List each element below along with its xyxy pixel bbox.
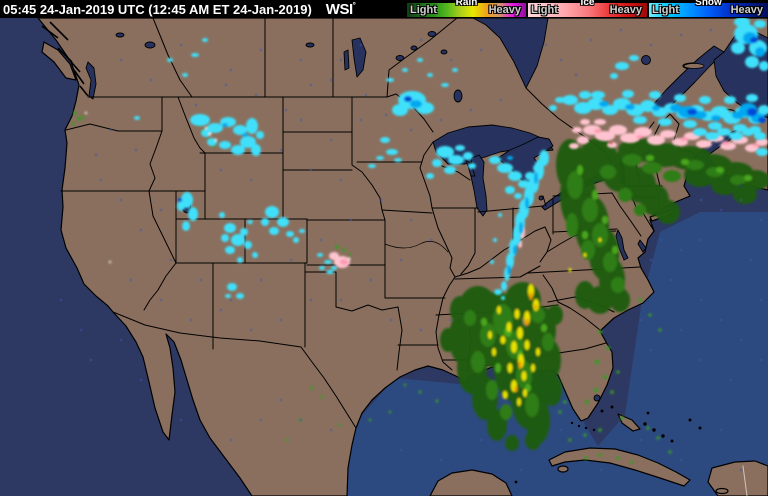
legend-ice: Ice Light Heavy <box>528 0 647 18</box>
plains-state-borders <box>282 96 446 371</box>
legend-snow-heavy-label: Heavy <box>730 4 763 16</box>
hispaniola-border <box>742 465 748 496</box>
legend-rain: Rain Light Heavy <box>407 0 526 18</box>
radar-ice-layer <box>329 119 768 268</box>
legend-snow: Snow Light Heavy <box>649 0 768 18</box>
chesapeake-bay <box>615 229 629 261</box>
legend-snow-title: Snow <box>695 0 722 8</box>
lake-st-clair <box>538 195 544 201</box>
timestamp-label: 05:45 24-Jan-2019 UTC (12:45 AM ET 24-Ja… <box>3 1 312 17</box>
legend-rain-light-label: Light <box>410 4 437 16</box>
radar-map <box>0 18 768 496</box>
west-state-borders <box>60 96 308 350</box>
legend-ice-title: Ice <box>580 0 595 8</box>
lake-manitoba <box>343 49 350 71</box>
legend-rain-gradient <box>407 3 526 17</box>
legend-ice-light-label: Light <box>531 4 558 16</box>
legend-rain-title: Rain <box>455 0 478 8</box>
legend-snow-light-label: Light <box>652 4 679 16</box>
legend-ice-heavy-label: Heavy <box>609 4 642 16</box>
jamaica <box>715 487 729 495</box>
legend-rain-heavy-label: Heavy <box>488 4 521 16</box>
bc-coast-inlets <box>41 21 89 97</box>
small-islands <box>514 405 702 484</box>
gulf-atlantic-water <box>340 212 768 496</box>
us-mexico-border <box>112 311 357 429</box>
header-bar: 05:45 24-Jan-2019 UTC (12:45 AM ET 24-Ja… <box>0 0 768 18</box>
delaware-bay <box>637 239 647 253</box>
isle-of-youth <box>557 465 569 473</box>
radar-noise-speckles <box>60 29 762 471</box>
yucatan <box>429 469 513 496</box>
anticosti-island-top <box>683 63 705 69</box>
mississippi-river-borders <box>419 141 456 371</box>
lake-nipigon <box>453 89 463 103</box>
hispaniola <box>707 460 768 496</box>
legend-snow-gradient <box>649 3 768 17</box>
lake-winnipeg <box>351 37 367 78</box>
lake-michigan <box>469 154 488 217</box>
wsi-logo-degree: ° <box>352 0 356 10</box>
radar-snow-layer <box>84 18 768 300</box>
precip-legend: Rain Light Heavy Ice Light Heavy Snow Li… <box>405 0 768 18</box>
canada-province-borders <box>152 18 613 163</box>
cuba <box>548 447 691 487</box>
midwest-state-borders <box>431 165 546 278</box>
wsi-logo: WSI° <box>325 0 356 18</box>
legend-ice-gradient <box>528 3 647 17</box>
missouri-river <box>384 241 449 253</box>
lac-saint-jean <box>641 55 651 65</box>
vancouver-island <box>41 41 77 81</box>
radar-rain-layer <box>71 111 768 464</box>
lake-okeechobee <box>593 394 601 402</box>
